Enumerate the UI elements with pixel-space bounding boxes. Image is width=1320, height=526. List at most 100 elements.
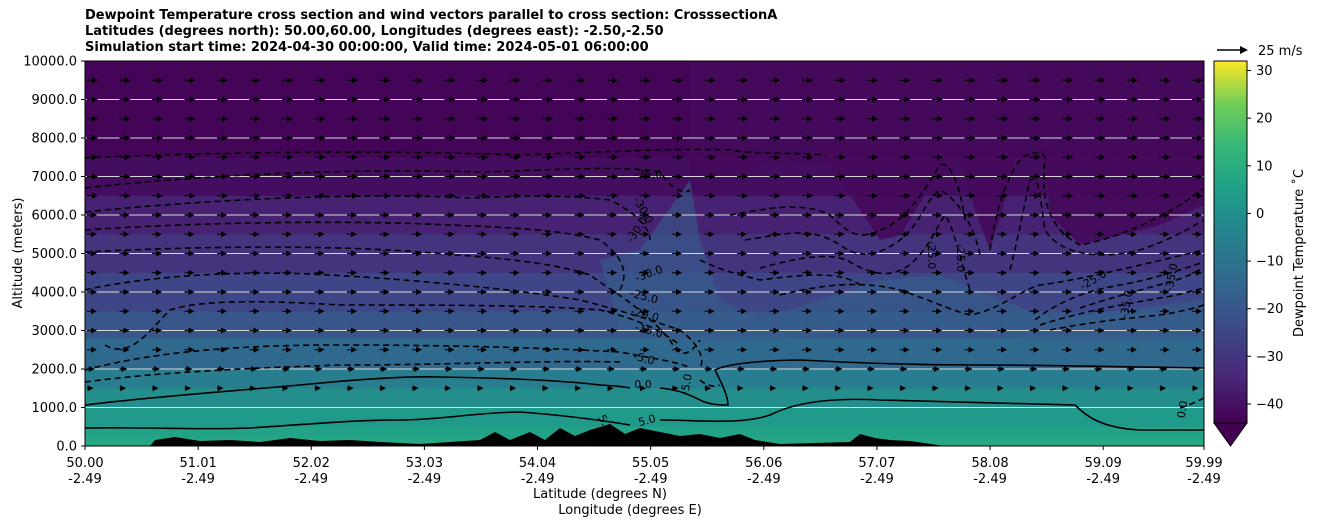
wind-vector <box>412 327 422 334</box>
wind-vector <box>1159 173 1171 180</box>
wind-vector <box>217 96 228 103</box>
wind-vector <box>867 231 877 238</box>
wind-vector <box>899 77 911 84</box>
contour-line <box>659 359 1204 406</box>
wind-vector <box>444 289 455 295</box>
wind-vector <box>964 346 975 353</box>
wind-vector <box>574 135 586 141</box>
wind-vector <box>184 346 195 353</box>
wind-vector <box>1029 269 1040 276</box>
wind-vector <box>1062 366 1070 372</box>
wind-vector <box>119 289 130 295</box>
wind-vector <box>802 308 812 315</box>
wind-vector <box>574 269 585 276</box>
wind-vector <box>347 308 357 315</box>
wind-vector <box>867 96 878 103</box>
wind-vector <box>152 115 163 122</box>
wind-vector <box>737 135 748 141</box>
contour-line <box>989 151 1204 251</box>
wind-vector <box>379 269 390 276</box>
wind-vector <box>1192 77 1203 84</box>
colorbar-extend-arrow <box>1213 422 1248 447</box>
wind-vector <box>379 366 388 372</box>
wind-vector <box>932 327 942 334</box>
wind-vector <box>574 212 585 218</box>
contour-line <box>1179 397 1204 409</box>
wind-vector <box>314 289 325 295</box>
wind-vector <box>899 212 910 218</box>
wind-vector <box>1127 154 1138 161</box>
wind-vector <box>1127 115 1138 122</box>
wind-vector <box>997 250 1007 257</box>
wind-vector <box>184 192 196 199</box>
wind-vector <box>412 269 422 276</box>
wind-vector <box>899 96 911 103</box>
wind-vector <box>444 250 455 257</box>
wind-vector <box>1029 366 1038 372</box>
wind-vector <box>704 192 716 199</box>
wind-vector <box>412 154 423 161</box>
wind-vector <box>282 77 293 84</box>
wind-vector <box>1127 192 1138 199</box>
wind-vector <box>802 115 813 122</box>
wind-vector <box>1159 385 1167 392</box>
wind-vector <box>477 115 488 122</box>
wind-vector <box>607 115 618 122</box>
colorbar: 30 20 10 0 −10 −20 −30 −40 Dewpoint Temperature… <box>1213 60 1307 447</box>
x-tick-label-lon: -2.49 <box>973 472 1007 487</box>
wind-vector <box>477 250 487 257</box>
x-tick-label-lat: 57.07 <box>858 456 895 471</box>
y-tick-label: 6000.0 <box>32 209 78 224</box>
wind-vector <box>1094 115 1106 122</box>
wind-vector <box>834 173 846 180</box>
colorbar-tick-label: −20 <box>1256 302 1283 317</box>
wind-vector <box>899 269 910 276</box>
wind-vector <box>997 115 1008 122</box>
wind-vector <box>509 135 521 141</box>
contour-line <box>659 398 1204 431</box>
wind-vector <box>477 308 487 315</box>
wind-vector <box>932 96 943 103</box>
wind-vector <box>607 366 615 372</box>
wind-vector <box>1127 385 1134 392</box>
wind-vector <box>477 366 485 372</box>
wind-vector <box>867 115 878 122</box>
wind-vector <box>217 154 228 161</box>
wind-vector <box>769 115 781 122</box>
wind-vector <box>932 77 943 84</box>
wind-vector <box>152 135 163 141</box>
wind-vector <box>119 154 131 161</box>
wind-vector <box>412 231 422 238</box>
wind-vector <box>802 135 813 141</box>
wind-vector <box>1159 115 1171 122</box>
wind-vector <box>607 135 618 141</box>
wind-vector <box>964 212 975 218</box>
wind-vector <box>444 346 455 353</box>
wind-vector <box>282 192 293 199</box>
wind-vector <box>964 173 976 180</box>
wind-vector <box>412 308 422 315</box>
wind-vector <box>639 327 650 334</box>
wind-vector <box>607 77 618 84</box>
wind-vector <box>802 366 810 372</box>
x-tick-label-lat: 52.02 <box>293 456 330 471</box>
wind-vector <box>672 212 682 218</box>
wind-vector <box>477 173 488 180</box>
wind-vector <box>542 327 552 334</box>
wind-vector <box>639 212 650 218</box>
wind-vector <box>1127 346 1137 353</box>
wind-vector <box>932 212 942 218</box>
dry-intrusion-region <box>690 61 1204 250</box>
wind-vector <box>87 135 98 141</box>
wind-vector <box>1029 115 1041 122</box>
wind-vector <box>412 385 419 392</box>
wind-vector <box>379 327 390 334</box>
wind-vector <box>87 154 98 161</box>
wind-vector <box>964 77 976 84</box>
wind-vector <box>997 192 1008 199</box>
contour-label: -5.0 <box>632 350 656 368</box>
wind-vector <box>87 173 98 180</box>
wind-vector <box>899 135 911 141</box>
wind-vector <box>932 173 943 180</box>
x-tick-label-lon: -2.49 <box>1187 472 1221 487</box>
